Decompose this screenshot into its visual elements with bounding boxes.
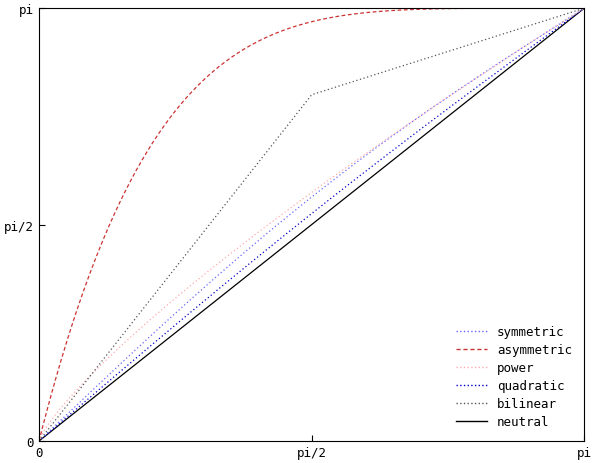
Legend: symmetric, asymmetric, power, quadratic, bilinear, neutral: symmetric, asymmetric, power, quadratic,…: [449, 319, 578, 435]
